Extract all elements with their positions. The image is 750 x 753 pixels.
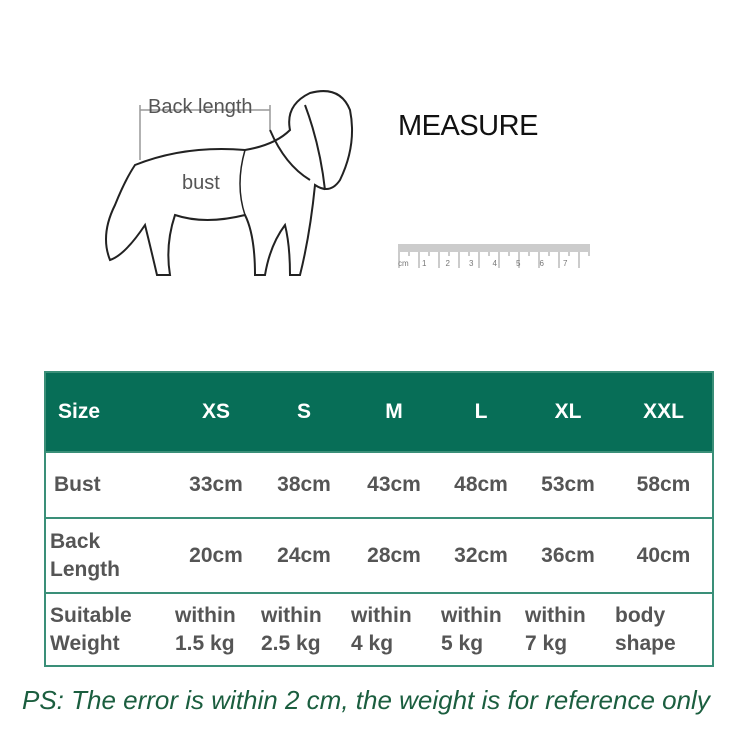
ruler-icon: cm 1 2 3 4 5 6 7 [398, 244, 590, 268]
cell-line: body [615, 603, 666, 627]
cell-line: 2.5 kg [261, 631, 321, 655]
table-cell: 38cm [257, 451, 347, 518]
cell-line: 38cm [277, 473, 331, 496]
cell-line: within [351, 603, 412, 627]
table-row: Bust 33cm 38cm 43cm 48cm 53cm 58cm [45, 451, 713, 518]
ruler-label: 6 [540, 259, 545, 268]
table-row: Suitable Weight within 1.5 kg within 2.5 kg wi… [45, 592, 713, 666]
table-cell: within 4 kg [347, 592, 437, 666]
cell-line: 33cm [189, 473, 243, 496]
ruler-label: 5 [516, 259, 521, 268]
cell-line: 20cm [189, 543, 243, 567]
cell-line: 5 kg [441, 631, 484, 655]
table-cell: 36cm [521, 517, 611, 593]
cell-line: 53cm [541, 473, 595, 496]
cell-line: within [175, 603, 236, 627]
ruler-label: 3 [469, 259, 474, 268]
row-label-line: Back [50, 529, 101, 553]
cell-line: shape [615, 631, 676, 655]
row-label: Back Length [45, 517, 171, 593]
table-cell: 48cm [437, 451, 521, 518]
header-cell: Size [45, 372, 171, 452]
table-cell: 43cm [347, 451, 437, 518]
row-label: Suitable Weight [45, 592, 171, 666]
table-cell: within 2.5 kg [257, 592, 347, 666]
ruler-label: 1 [422, 259, 427, 268]
header-cell: S [257, 372, 347, 452]
table-row: Back Length 20cm 24cm 28cm 32cm 36cm 40cm [45, 517, 713, 593]
header-cell: XS [171, 372, 257, 452]
table-cell: within 5 kg [437, 592, 521, 666]
cell-line: 36cm [541, 543, 595, 567]
table-cell: within 1.5 kg [171, 592, 257, 666]
header-cell: XL [521, 372, 611, 452]
table-cell: 58cm [611, 451, 713, 518]
cell-line: 43cm [367, 473, 421, 496]
back-length-label: Back length [148, 96, 253, 118]
cell-line: 48cm [454, 473, 508, 496]
header-row: Size XS S M L XL XXL [45, 372, 713, 452]
header-cell: XXL [611, 372, 713, 452]
table-cell: 40cm [611, 517, 713, 593]
row-label-line: Length [50, 557, 120, 581]
table-cell: 20cm [171, 517, 257, 593]
cell-line: 7 kg [525, 631, 568, 655]
cell-line: 58cm [636, 473, 691, 496]
table-cell: 33cm [171, 451, 257, 518]
table-cell: body shape [611, 592, 713, 666]
row-label-line: Bust [54, 473, 101, 496]
ruler-label: 4 [493, 259, 498, 268]
cell-line: 28cm [367, 543, 421, 567]
header-cell: M [347, 372, 437, 452]
table-cell: 53cm [521, 451, 611, 518]
ruler-unit: cm [398, 259, 409, 268]
table-cell: 24cm [257, 517, 347, 593]
note-text: PS: The error is within 2 cm, the weight… [22, 685, 710, 715]
cell-line: 40cm [636, 543, 691, 567]
header-cell: L [437, 372, 521, 452]
measure-title: MEASURE [398, 110, 538, 142]
cell-line: 24cm [277, 543, 331, 567]
cell-line: within [525, 603, 586, 627]
cell-line: 1.5 kg [175, 631, 235, 655]
cell-line: within [441, 603, 502, 627]
row-label-line: Suitable [50, 603, 132, 627]
table-cell: within 7 kg [521, 592, 611, 666]
ruler-label: 2 [446, 259, 451, 268]
table-cell: 28cm [347, 517, 437, 593]
row-label-line: Weight [50, 631, 120, 655]
bust-label: bust [182, 172, 220, 194]
cell-line: 4 kg [351, 631, 394, 655]
table-cell: 32cm [437, 517, 521, 593]
ruler-label: 7 [563, 259, 568, 268]
cell-line: within [261, 603, 322, 627]
cell-line: 32cm [454, 543, 508, 567]
size-chart-table: Size XS S M L XL XXL Bust 33cm 38cm 43cm 48cm 53cm 58… [44, 371, 714, 667]
row-label: Bust [45, 451, 171, 518]
dog-measure-illustration [105, 90, 353, 276]
